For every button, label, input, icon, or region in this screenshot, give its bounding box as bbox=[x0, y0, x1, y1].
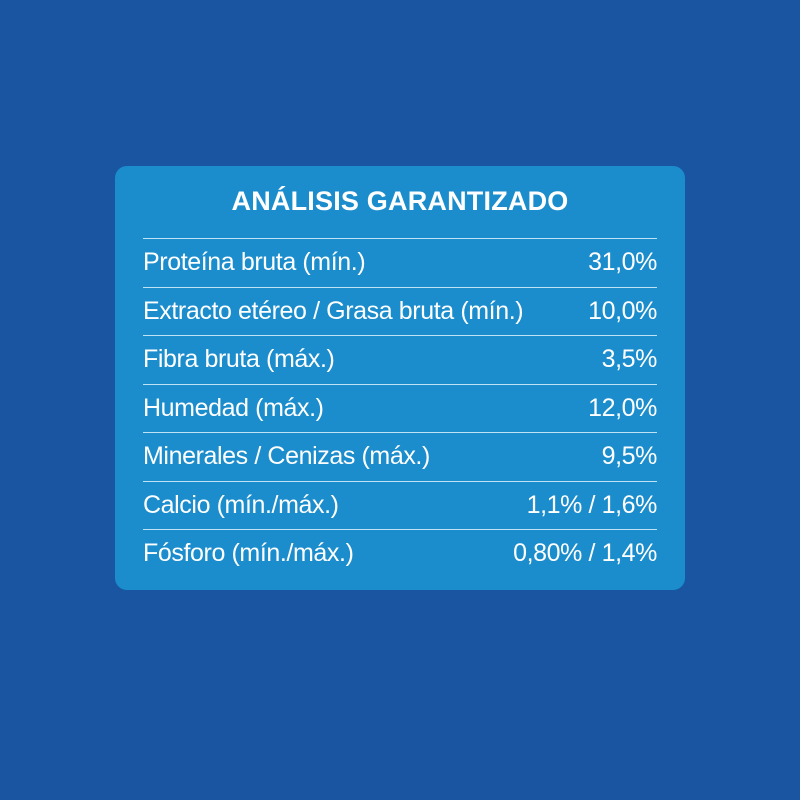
row-label: Proteína bruta (mín.) bbox=[143, 248, 366, 277]
row-label: Fibra bruta (máx.) bbox=[143, 345, 335, 374]
row-value: 3,5% bbox=[601, 345, 658, 374]
row-label: Minerales / Cenizas (máx.) bbox=[143, 442, 430, 471]
analysis-table: Proteína bruta (mín.) 31,0% Extracto etér… bbox=[143, 238, 657, 578]
row-value: 10,0% bbox=[588, 296, 657, 325]
panel-title: ANÁLISIS GARANTIZADO bbox=[231, 186, 569, 216]
table-row: Calcio (mín./máx.) 1,1% / 1,6% bbox=[143, 480, 658, 530]
table-row: Extracto etéreo / Grasa bruta (mín.) 10,0… bbox=[143, 286, 657, 336]
table-row: Proteína bruta (mín.) 31,0% bbox=[143, 238, 657, 287]
row-value: 0,80% / 1,4% bbox=[513, 539, 657, 568]
row-value: 1,1% / 1,6% bbox=[526, 490, 658, 519]
row-value: 9,5% bbox=[601, 442, 658, 471]
row-value: 31,0% bbox=[588, 248, 657, 277]
table-row: Humedad (máx.) 12,0% bbox=[143, 383, 657, 433]
table-row: Minerales / Cenizas (máx.) 9,5% bbox=[143, 432, 657, 481]
table-row: Fósforo (mín./máx.) 0,80% / 1,4% bbox=[143, 529, 657, 578]
row-label: Calcio (mín./máx.) bbox=[143, 490, 339, 519]
row-label: Humedad (máx.) bbox=[143, 393, 324, 422]
row-label: Extracto etéreo / Grasa bruta (mín.) bbox=[143, 296, 524, 325]
row-value: 12,0% bbox=[588, 393, 657, 422]
table-row: Fibra bruta (máx.) 3,5% bbox=[143, 335, 657, 384]
row-label: Fósforo (mín./máx.) bbox=[143, 539, 354, 568]
guaranteed-analysis-panel: ANÁLISIS GARANTIZADO Proteína bruta (mín… bbox=[115, 166, 685, 590]
